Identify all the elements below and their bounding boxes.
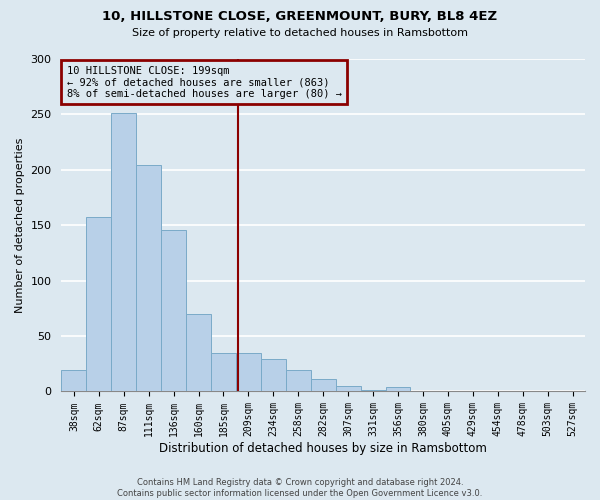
Bar	[161, 230, 186, 392]
Bar	[335, 386, 361, 392]
Bar	[236, 352, 261, 392]
Bar	[211, 352, 236, 392]
Bar	[386, 387, 410, 392]
Bar	[86, 218, 111, 392]
X-axis label: Distribution of detached houses by size in Ramsbottom: Distribution of detached houses by size …	[159, 442, 487, 455]
Bar	[361, 390, 386, 392]
Bar	[111, 114, 136, 392]
Text: 10, HILLSTONE CLOSE, GREENMOUNT, BURY, BL8 4EZ: 10, HILLSTONE CLOSE, GREENMOUNT, BURY, B…	[103, 10, 497, 23]
Text: Contains HM Land Registry data © Crown copyright and database right 2024.
Contai: Contains HM Land Registry data © Crown c…	[118, 478, 482, 498]
Bar	[136, 166, 161, 392]
Text: 10 HILLSTONE CLOSE: 199sqm
← 92% of detached houses are smaller (863)
8% of semi: 10 HILLSTONE CLOSE: 199sqm ← 92% of deta…	[67, 66, 341, 99]
Bar	[186, 314, 211, 392]
Bar	[61, 370, 86, 392]
Bar	[261, 360, 286, 392]
Y-axis label: Number of detached properties: Number of detached properties	[15, 138, 25, 313]
Text: Size of property relative to detached houses in Ramsbottom: Size of property relative to detached ho…	[132, 28, 468, 38]
Bar	[286, 370, 311, 392]
Bar	[311, 380, 335, 392]
